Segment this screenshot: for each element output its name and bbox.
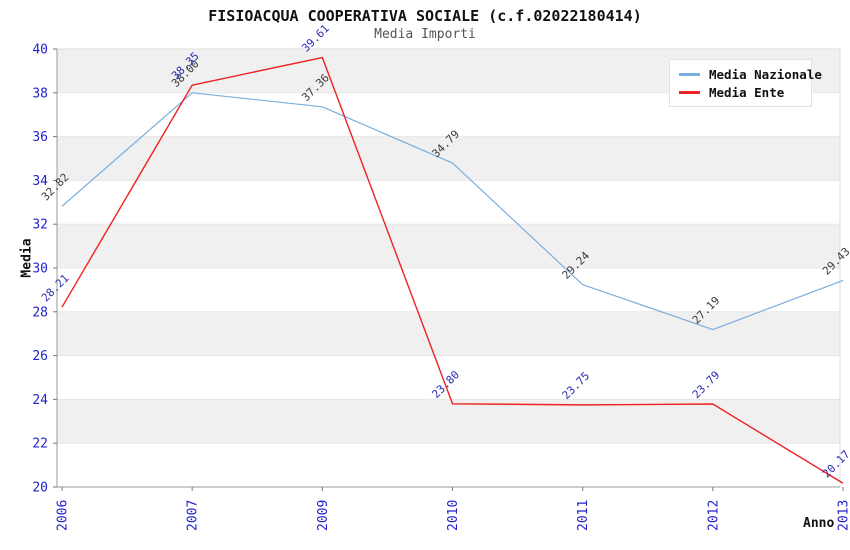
grid-band xyxy=(57,443,840,487)
x-tick-label: 2007 xyxy=(186,500,201,531)
legend-item-ente: Media Ente xyxy=(679,83,805,101)
line-media-ente xyxy=(61,56,844,484)
legend-item-nazionale: Media Nazionale xyxy=(679,65,822,83)
x-tick-label: 2013 xyxy=(837,500,850,531)
x-axis-title: Anno xyxy=(803,516,835,531)
y-tick-label: 34 xyxy=(32,174,48,189)
ente-line-swatch xyxy=(679,90,700,94)
line-media-nazionale xyxy=(61,92,844,331)
legend-box: Media Nazionale Media Ente xyxy=(669,59,822,107)
x-tick-label: 2011 xyxy=(576,500,591,531)
y-tick-label: 28 xyxy=(32,305,48,320)
y-tick-label: 36 xyxy=(32,130,48,145)
y-axis-title: Media xyxy=(19,238,35,278)
legend-label-ente: Media Ente xyxy=(709,84,785,100)
y-tick-label: 38 xyxy=(32,86,48,101)
y-tick-label: 40 xyxy=(32,43,48,58)
x-tick-label: 2012 xyxy=(706,500,721,531)
grid-band xyxy=(57,224,840,268)
y-tick-label: 32 xyxy=(32,218,48,233)
grid-band xyxy=(57,311,840,356)
chart-subtitle: Media Importi xyxy=(374,27,476,42)
legend-label-nazionale: Media Nazionale xyxy=(709,66,822,82)
grid-band xyxy=(57,399,840,444)
nazionale-line-swatch xyxy=(679,72,700,76)
grid-band xyxy=(57,180,840,225)
y-tick-label: 20 xyxy=(32,481,48,496)
y-tick-label: 30 xyxy=(32,262,48,277)
grid-band xyxy=(57,268,840,312)
y-tick-label: 22 xyxy=(32,437,48,452)
grid-band xyxy=(57,136,840,181)
y-tick-label: 24 xyxy=(32,393,48,408)
y-tick-label: 26 xyxy=(32,349,48,364)
x-tick-label: 2006 xyxy=(56,500,71,531)
x-tick-label: 2009 xyxy=(316,500,331,531)
x-tick-label: 2010 xyxy=(446,500,461,531)
chart-title: FISIOACQUA COOPERATIVA SOCIALE (c.f.0202… xyxy=(208,7,642,25)
